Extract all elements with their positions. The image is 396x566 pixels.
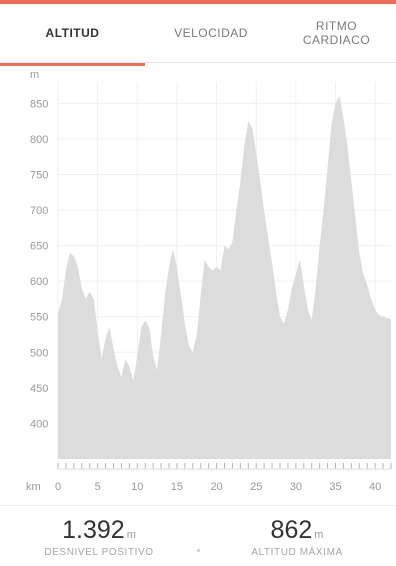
x-axis-unit-label: km <box>26 481 41 493</box>
altitude-chart: 400 450 500 550 600 650 700 750 800 850 0 5 10 15 20 2… <box>26 69 392 493</box>
stat-desnivel-label: DESNIVEL POSITIVO <box>44 547 154 558</box>
active-tab-indicator <box>0 63 145 66</box>
altitude-area-series <box>58 96 391 459</box>
tab-ritmo-cardiaco[interactable]: RITMO CARDIACO <box>277 4 396 62</box>
x-axis-ticks: 0 5 10 15 20 25 30 35 40 <box>55 481 381 493</box>
y-tick-label: 450 <box>30 383 48 395</box>
tab-ritmo-label-line1: RITMO <box>315 19 358 33</box>
y-tick-label: 550 <box>30 312 48 324</box>
y-axis-ticks: 400 450 500 550 600 650 700 750 800 850 <box>30 98 48 430</box>
y-tick-label: 700 <box>30 205 48 217</box>
y-tick-label: 600 <box>30 276 48 288</box>
y-tick-label: 850 <box>30 98 48 110</box>
stat-desnivel-value: 1.392 <box>62 516 125 544</box>
x-axis-minor-ticks <box>57 463 392 470</box>
x-tick-label: 15 <box>171 481 183 493</box>
tab-altitud-label: ALTITUD <box>45 26 100 40</box>
y-tick-label: 400 <box>30 418 48 430</box>
stat-altitud-max-label: ALTITUD MÁXIMA <box>251 547 343 558</box>
x-tick-label: 10 <box>131 481 143 493</box>
x-tick-label: 35 <box>329 481 341 493</box>
tab-bar: ALTITUD VELOCIDAD RITMO CARDIACO <box>0 4 396 66</box>
y-tick-label: 750 <box>30 169 48 181</box>
tab-altitud[interactable]: ALTITUD <box>0 4 145 62</box>
y-tick-label: 650 <box>30 241 48 253</box>
x-tick-label: 0 <box>55 481 61 493</box>
tab-velocidad-label: VELOCIDAD <box>174 26 248 40</box>
stats-separator-dot <box>197 549 200 552</box>
x-tick-label: 25 <box>250 481 262 493</box>
tab-ritmo-label-line2: CARDIACO <box>302 33 371 47</box>
stat-altitud-max: 862 m ALTITUD MÁXIMA <box>198 516 396 558</box>
tab-velocidad[interactable]: VELOCIDAD <box>145 4 277 62</box>
x-tick-label: 20 <box>210 481 222 493</box>
stat-altitud-max-unit: m <box>314 529 324 541</box>
accent-top-bar <box>0 0 396 4</box>
stat-desnivel: 1.392 m DESNIVEL POSITIVO <box>0 516 198 558</box>
y-axis-unit-label: m <box>30 69 39 81</box>
y-tick-label: 500 <box>30 347 48 359</box>
stat-altitud-max-value: 862 <box>270 516 313 544</box>
y-tick-label: 800 <box>30 134 48 146</box>
x-tick-label: 30 <box>290 481 302 493</box>
x-tick-label: 40 <box>369 481 381 493</box>
x-tick-label: 5 <box>95 481 101 493</box>
stat-desnivel-unit: m <box>126 529 136 541</box>
stats-panel: 1.392 m DESNIVEL POSITIVO 862 m ALTITUD MÁ… <box>0 505 396 566</box>
